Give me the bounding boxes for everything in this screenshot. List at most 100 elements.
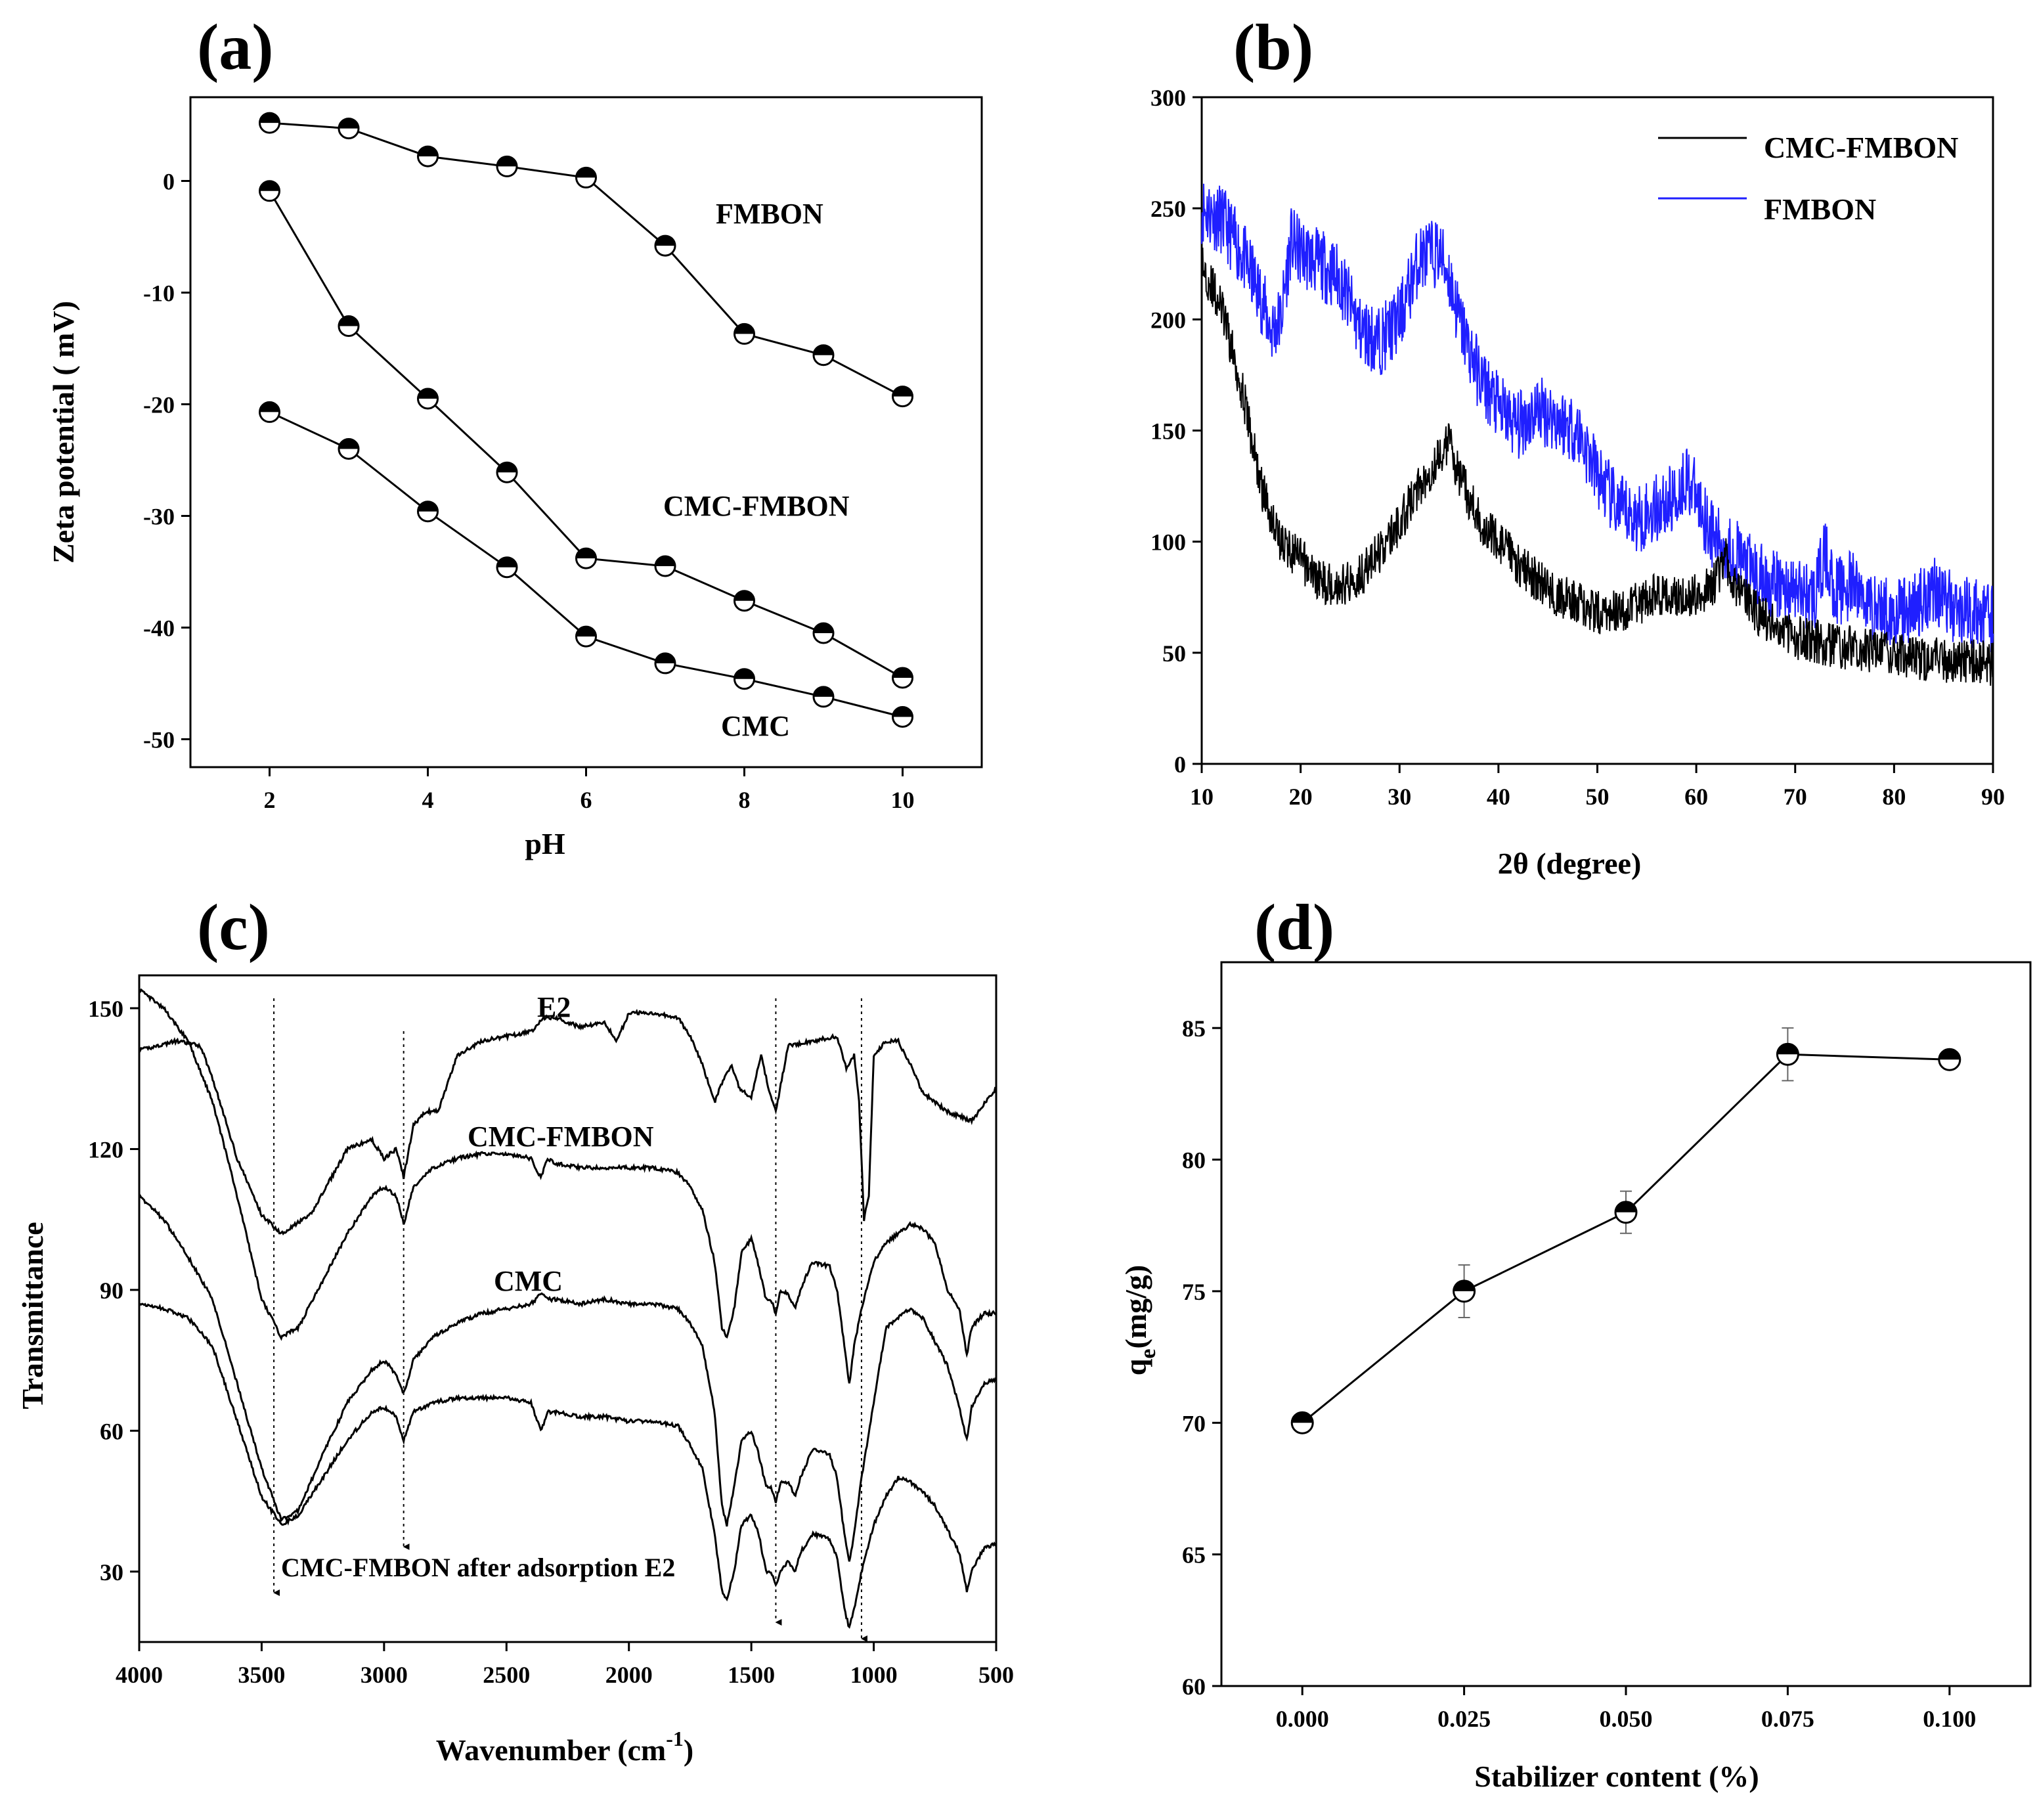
panel-d-ytick-label: 80	[1182, 1147, 1206, 1174]
panel-d-data-point	[1290, 1411, 1314, 1434]
panel-b-xtick-label: 10	[1190, 784, 1214, 810]
panel-a-data-point	[417, 145, 439, 167]
panel-d-data-point	[1938, 1048, 1961, 1071]
panel-d-plot-frame	[1220, 961, 2032, 1687]
panel-c-ytick-label: 30	[100, 1559, 123, 1586]
panel-a-series-fmbon	[269, 122, 904, 397]
panel-a-data-point	[338, 438, 360, 460]
panel-c-xlabel-main: Wavenumber (cm	[436, 1733, 667, 1767]
panel-a-data-point	[338, 118, 360, 140]
panel-c-ytick-label: 90	[100, 1277, 123, 1304]
panel-a-data-point	[654, 234, 676, 257]
panel-c-marker-lines	[273, 998, 867, 1642]
panel-a-ytick-label: 0	[163, 169, 175, 195]
panel-d-ytick-label: 85	[1182, 1015, 1206, 1042]
panel-c-lines	[138, 988, 997, 1629]
panel-c-series-e2	[138, 1009, 997, 1235]
panel-b-ytick-label: 0	[1174, 751, 1186, 778]
panel-b-ytick-label: 250	[1150, 196, 1186, 222]
panel-a-ytick-label: -10	[143, 280, 175, 307]
panel-c-xlabel-tail: )	[684, 1733, 693, 1767]
panel-d-series-qe	[1302, 1053, 1950, 1424]
panel-d-xtick-label: 0.050	[1600, 1706, 1653, 1732]
panel-a-data-point	[892, 386, 913, 408]
panel-c-xlabel-sup: -1	[666, 1727, 684, 1750]
panel-c-xtick-label: 2000	[605, 1662, 653, 1688]
panel-a-data-point	[259, 112, 280, 134]
panel-c-ytick-label: 120	[88, 1136, 123, 1163]
panel-b-xtick-label: 60	[1684, 784, 1708, 810]
panel-d-letter: (d)	[1254, 891, 1334, 964]
panel-a-data-point	[417, 388, 439, 410]
panel-a-data-point	[575, 166, 597, 189]
panel-d-ylabel-tail: (mg/g)	[1119, 1265, 1152, 1349]
panel-b-xtick-label: 80	[1882, 784, 1906, 810]
panel-c: (c) 4000 3500 3000 2500 2000 1500 1000 500 30 60 9…	[16, 891, 1014, 1767]
panel-d: (d) 0.000 0.025 0.050 0.075 0.100 60 65 70 75 80 8…	[1119, 891, 2032, 1793]
panel-d-xlabel: Stabilizer content (%)	[1474, 1760, 1759, 1793]
panel-b-ytick-label: 100	[1150, 529, 1186, 556]
panel-a-data-point	[575, 547, 597, 569]
panel-d-data-point	[1614, 1201, 1638, 1224]
panel-b: (b) 10 20 30 40 50 60 70 80 90 0 50 100 150 200 250 300…	[1150, 11, 2005, 880]
panel-a-data-point	[734, 668, 755, 690]
panel-b-xtick-label: 20	[1289, 784, 1313, 810]
panel-a-data-point	[575, 625, 597, 648]
panel-a-data-point	[892, 706, 913, 728]
panel-d-ytick-label: 60	[1182, 1674, 1206, 1700]
legend-label-cmc-fmbon: CMC-FMBON	[1764, 131, 1958, 164]
panel-a-ylabel: Zeta potential ( mV)	[47, 301, 80, 564]
panel-b-xtick-label: 40	[1487, 784, 1510, 810]
panel-c-xlabel: Wavenumber (cm-1)	[436, 1727, 694, 1767]
panel-a-ytick-label: -40	[143, 615, 175, 642]
panel-c-xtick-label: 4000	[116, 1662, 163, 1688]
panel-c-ylabel: Transmittance	[16, 1222, 49, 1409]
panel-a-ticks: 2 4 6 8 10 0 -10 -20 -30 -40 -50	[143, 169, 915, 814]
panel-a-ytick-label: -30	[143, 504, 175, 530]
panel-a-data-point	[734, 590, 755, 612]
panel-d-ylabel-main: q	[1119, 1358, 1152, 1375]
panel-d-ytick-label: 65	[1182, 1542, 1206, 1568]
panel-c-ticks: 4000 3500 3000 2500 2000 1500 1000 500 30 60 90 120…	[88, 996, 1014, 1688]
panel-a-data-point	[812, 622, 835, 644]
panel-a-xlabel: pH	[525, 827, 565, 860]
panel-c-label-cmc-fmbon: CMC-FMBON	[468, 1121, 654, 1153]
panel-b-xtick-label: 30	[1388, 784, 1411, 810]
panel-b-ytick-label: 50	[1162, 640, 1186, 667]
panel-a-xtick-label: 6	[580, 787, 592, 813]
panel-a-data-point	[417, 500, 439, 523]
panel-d-data-point	[1453, 1279, 1476, 1303]
panel-b-letter: (b)	[1233, 11, 1313, 83]
panel-b-legend: CMC-FMBON FMBON	[1658, 131, 1958, 226]
panel-c-series-cmc	[138, 1193, 997, 1562]
panel-a-data-point	[259, 180, 280, 202]
panel-b-series-fmbon	[1201, 183, 1994, 653]
panel-d-ticks: 0.000 0.025 0.050 0.075 0.100 60 65 70 75 80 85	[1182, 1015, 1976, 1732]
panel-c-xtick-label: 500	[978, 1662, 1014, 1688]
panel-b-xlabel: 2θ (degree)	[1498, 847, 1642, 880]
panel-d-lines	[1302, 1053, 1950, 1424]
panel-a-ytick-label: -20	[143, 392, 175, 418]
panel-d-points	[1290, 1042, 1961, 1434]
panel-a-data-point	[892, 667, 913, 689]
panel-a-data-point	[496, 155, 518, 177]
panel-a-ytick-label: -50	[143, 727, 175, 753]
panel-d-ytick-label: 70	[1182, 1410, 1206, 1436]
panel-c-ytick-label: 60	[100, 1418, 123, 1444]
panel-d-ylabel-sub: e	[1136, 1349, 1160, 1359]
panel-a-data-point	[259, 401, 280, 423]
panel-b-xtick-label: 70	[1784, 784, 1807, 810]
panel-a-data-point	[338, 315, 360, 337]
panel-a-series-cmc-fmbon	[269, 190, 904, 679]
panel-c-label-after-adsorption: CMC-FMBON after adsorption E2	[281, 1553, 675, 1582]
panel-d-xtick-label: 0.075	[1761, 1706, 1814, 1732]
panel-d-data-point	[1776, 1042, 1799, 1066]
panel-c-letter: (c)	[197, 891, 270, 964]
panel-c-series-cmc-fmbon	[139, 988, 997, 1384]
panel-a-letter: (a)	[197, 11, 274, 83]
panel-d-xtick-label: 0.000	[1276, 1706, 1329, 1732]
panel-c-plot-frame	[138, 974, 997, 1643]
panel-c-label-cmc: CMC	[494, 1265, 563, 1297]
panel-d-xtick-label: 0.100	[1923, 1706, 1976, 1732]
